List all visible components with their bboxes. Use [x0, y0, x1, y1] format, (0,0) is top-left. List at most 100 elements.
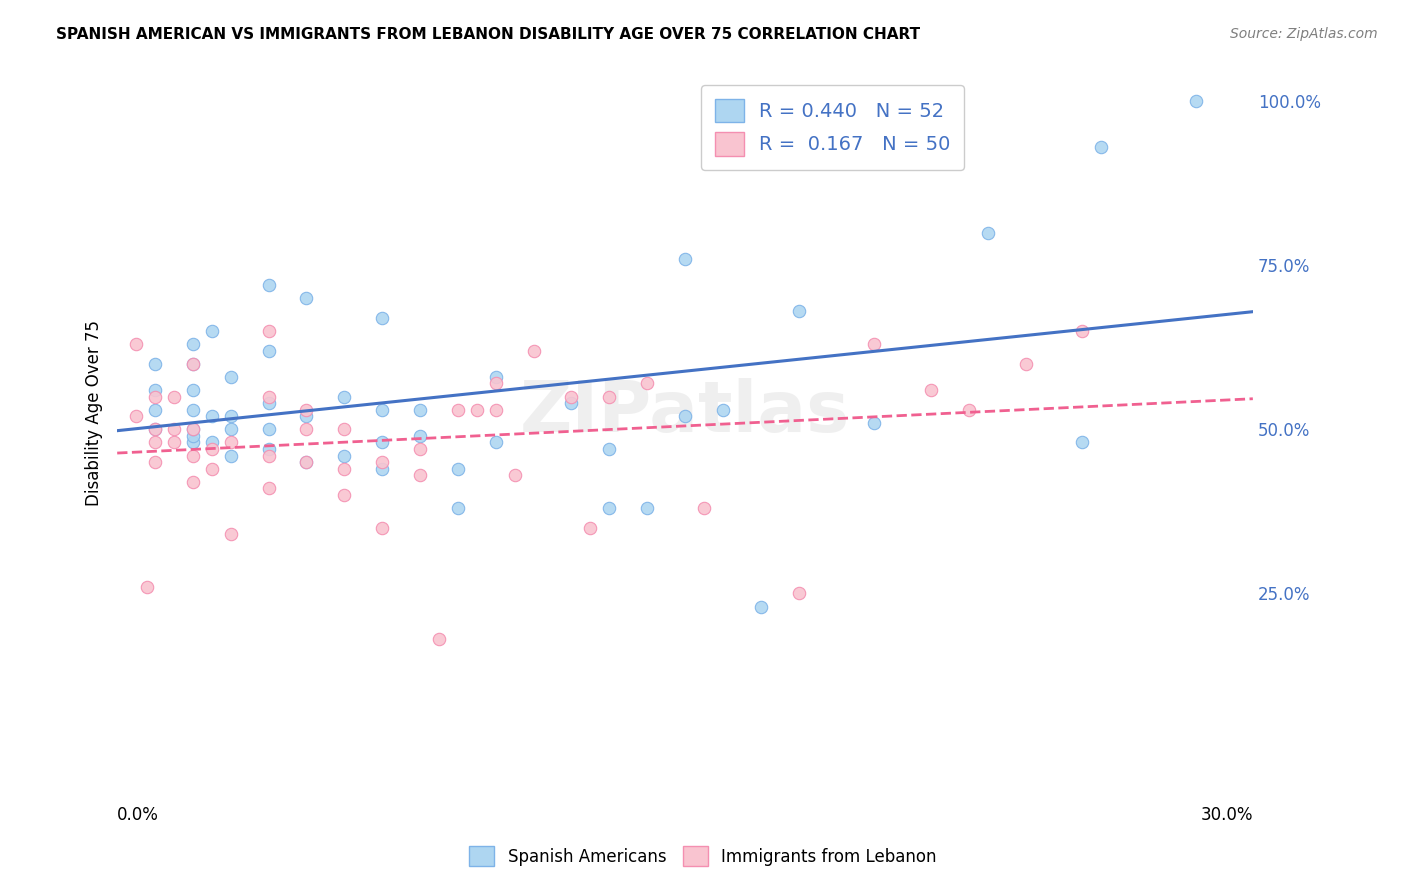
Point — [163, 435, 186, 450]
Point — [143, 422, 166, 436]
Point — [371, 455, 394, 469]
Point — [257, 390, 280, 404]
Point — [257, 442, 280, 456]
Point — [181, 357, 204, 371]
Point — [181, 429, 204, 443]
Point — [485, 402, 508, 417]
Text: Source: ZipAtlas.com: Source: ZipAtlas.com — [1230, 27, 1378, 41]
Point — [409, 442, 432, 456]
Point — [333, 449, 356, 463]
Point — [371, 310, 394, 325]
Point — [1071, 324, 1094, 338]
Point — [863, 416, 886, 430]
Point — [598, 501, 620, 516]
Point — [143, 402, 166, 417]
Point — [957, 402, 980, 417]
Point — [143, 455, 166, 469]
Point — [219, 422, 242, 436]
Point — [1015, 357, 1038, 371]
Point — [143, 422, 166, 436]
Point — [219, 370, 242, 384]
Point — [181, 337, 204, 351]
Point — [560, 390, 582, 404]
Point — [219, 409, 242, 424]
Legend: R = 0.440   N = 52, R =  0.167   N = 50: R = 0.440 N = 52, R = 0.167 N = 50 — [702, 85, 965, 169]
Point — [409, 429, 432, 443]
Point — [749, 599, 772, 614]
Point — [181, 383, 204, 397]
Point — [863, 337, 886, 351]
Point — [711, 402, 734, 417]
Point — [201, 409, 224, 424]
Point — [143, 383, 166, 397]
Point — [485, 370, 508, 384]
Point — [181, 402, 204, 417]
Point — [143, 390, 166, 404]
Point — [181, 422, 204, 436]
Point — [201, 435, 224, 450]
Point — [465, 402, 488, 417]
Point — [787, 304, 810, 318]
Point — [333, 461, 356, 475]
Point — [295, 422, 318, 436]
Point — [201, 461, 224, 475]
Point — [427, 632, 450, 647]
Point — [598, 442, 620, 456]
Point — [181, 449, 204, 463]
Point — [295, 455, 318, 469]
Point — [257, 449, 280, 463]
Point — [163, 422, 186, 436]
Point — [447, 402, 470, 417]
Point — [673, 252, 696, 266]
Point — [447, 461, 470, 475]
Point — [447, 501, 470, 516]
Point — [673, 409, 696, 424]
Point — [560, 396, 582, 410]
Point — [371, 435, 394, 450]
Point — [201, 442, 224, 456]
Point — [219, 449, 242, 463]
Point — [371, 402, 394, 417]
Point — [257, 278, 280, 293]
Point — [333, 422, 356, 436]
Point — [598, 390, 620, 404]
Point — [181, 357, 204, 371]
Point — [636, 376, 658, 391]
Point — [579, 521, 602, 535]
Point — [409, 402, 432, 417]
Point — [295, 455, 318, 469]
Point — [371, 521, 394, 535]
Point — [257, 324, 280, 338]
Point — [257, 482, 280, 496]
Point — [136, 580, 159, 594]
Point — [1071, 435, 1094, 450]
Text: 0.0%: 0.0% — [117, 805, 159, 823]
Point — [181, 422, 204, 436]
Point — [181, 435, 204, 450]
Text: 30.0%: 30.0% — [1201, 805, 1253, 823]
Legend: Spanish Americans, Immigrants from Lebanon: Spanish Americans, Immigrants from Leban… — [461, 838, 945, 875]
Point — [257, 422, 280, 436]
Point — [787, 586, 810, 600]
Text: ZIPatlas: ZIPatlas — [520, 378, 851, 448]
Point — [201, 324, 224, 338]
Point — [163, 390, 186, 404]
Point — [333, 488, 356, 502]
Point — [295, 291, 318, 305]
Point — [295, 402, 318, 417]
Point — [143, 435, 166, 450]
Point — [143, 357, 166, 371]
Point — [503, 468, 526, 483]
Point — [181, 475, 204, 489]
Point — [125, 409, 148, 424]
Point — [1185, 95, 1208, 109]
Point — [485, 435, 508, 450]
Y-axis label: Disability Age Over 75: Disability Age Over 75 — [86, 320, 103, 506]
Point — [920, 383, 942, 397]
Point — [333, 390, 356, 404]
Point — [523, 343, 546, 358]
Point — [371, 461, 394, 475]
Text: SPANISH AMERICAN VS IMMIGRANTS FROM LEBANON DISABILITY AGE OVER 75 CORRELATION C: SPANISH AMERICAN VS IMMIGRANTS FROM LEBA… — [56, 27, 921, 42]
Point — [219, 435, 242, 450]
Point — [693, 501, 716, 516]
